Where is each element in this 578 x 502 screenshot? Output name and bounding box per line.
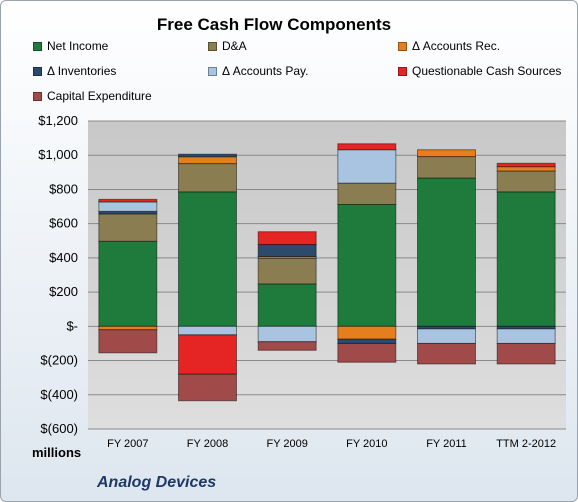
bar-segment <box>417 156 476 179</box>
bar-segment <box>178 156 237 165</box>
legend-item: Net Income <box>33 39 108 53</box>
y-tick-label: $(200) <box>40 353 78 368</box>
bar-segment <box>337 204 397 327</box>
bar-segment <box>98 329 158 354</box>
legend-label: Net Income <box>47 39 109 53</box>
bar-segment <box>98 325 158 331</box>
chart-title: Free Cash Flow Components <box>156 15 392 34</box>
bar-segment <box>257 283 317 327</box>
bar-segment <box>178 325 237 336</box>
bar-segment <box>257 341 317 351</box>
bar-segment <box>496 166 556 172</box>
bar-segment <box>417 149 476 158</box>
legend-item: Capital Expenditure <box>33 89 152 103</box>
bar-segment <box>178 153 237 158</box>
bar-segment <box>417 177 476 327</box>
legend-label: Δ Inventories <box>47 64 117 78</box>
legend-swatch <box>398 42 407 51</box>
bar-segment <box>417 328 476 344</box>
bar-segment <box>257 325 317 343</box>
bar-segment <box>496 170 556 193</box>
bar-segment <box>417 342 476 365</box>
y-tick-label: $1,200 <box>38 113 78 128</box>
y-tick-label: $400 <box>49 250 78 265</box>
x-tick-label: FY 2010 <box>346 438 387 450</box>
bar-segment <box>178 373 237 402</box>
bar-segment <box>257 231 317 246</box>
bar-segment <box>257 257 317 285</box>
legend-label: D&A <box>222 39 247 53</box>
bar-segment <box>98 213 158 242</box>
bar-segment <box>98 240 158 327</box>
x-tick-label: FY 2011 <box>426 438 467 450</box>
legend-item: Questionable Cash Sources <box>398 64 561 78</box>
bar-segment <box>337 338 397 344</box>
bar-segment <box>178 163 237 193</box>
legend-swatch <box>33 42 42 51</box>
y-tick-label: $- <box>66 318 78 333</box>
legend-item: Δ Inventories <box>33 64 116 78</box>
company-name: Analog Devices <box>97 474 217 491</box>
units-label: millions <box>32 445 82 460</box>
bar-segment <box>337 182 397 206</box>
bar-segment <box>98 201 158 212</box>
y-tick-label: $(400) <box>40 387 78 402</box>
plot-area <box>88 121 566 429</box>
bar-segment <box>98 198 158 203</box>
x-tick-label: FY 2009 <box>266 438 307 450</box>
bar-segment <box>496 162 556 168</box>
legend-swatch <box>398 67 407 76</box>
legend-item: Δ Accounts Rec. <box>398 39 500 53</box>
x-tick-label: FY 2007 <box>107 438 148 450</box>
y-tick-label: $800 <box>49 181 78 196</box>
y-tick-label: $600 <box>49 216 78 231</box>
legend-swatch <box>208 42 217 51</box>
legend-item: Δ Accounts Pay. <box>208 64 309 78</box>
y-tick-label: $1,000 <box>38 147 78 162</box>
legend-swatch <box>208 67 217 76</box>
legend-label: Δ Accounts Rec. <box>412 39 501 53</box>
y-tick-label: $(600) <box>40 421 78 436</box>
legend-swatch <box>33 92 42 101</box>
bar-segment <box>337 143 397 151</box>
legend-swatch <box>33 67 42 76</box>
bar-segment <box>337 342 397 363</box>
legend-label: Questionable Cash Sources <box>412 64 562 78</box>
bar-segment <box>337 149 397 184</box>
bar-segment <box>496 342 556 365</box>
x-tick-label: FY 2008 <box>187 438 228 450</box>
legend-item: D&A <box>208 39 247 53</box>
bar-segment <box>337 325 397 340</box>
bar-segment <box>178 334 237 375</box>
bar-segment <box>496 191 556 327</box>
y-tick-label: $200 <box>49 284 78 299</box>
x-tick-label: TTM 2-2012 <box>496 438 556 450</box>
legend-label: Δ Accounts Pay. <box>222 64 309 78</box>
bar-segment <box>257 244 317 258</box>
legend-label: Capital Expenditure <box>47 89 152 103</box>
bar-segment <box>178 191 237 327</box>
bar-segment <box>496 328 556 344</box>
